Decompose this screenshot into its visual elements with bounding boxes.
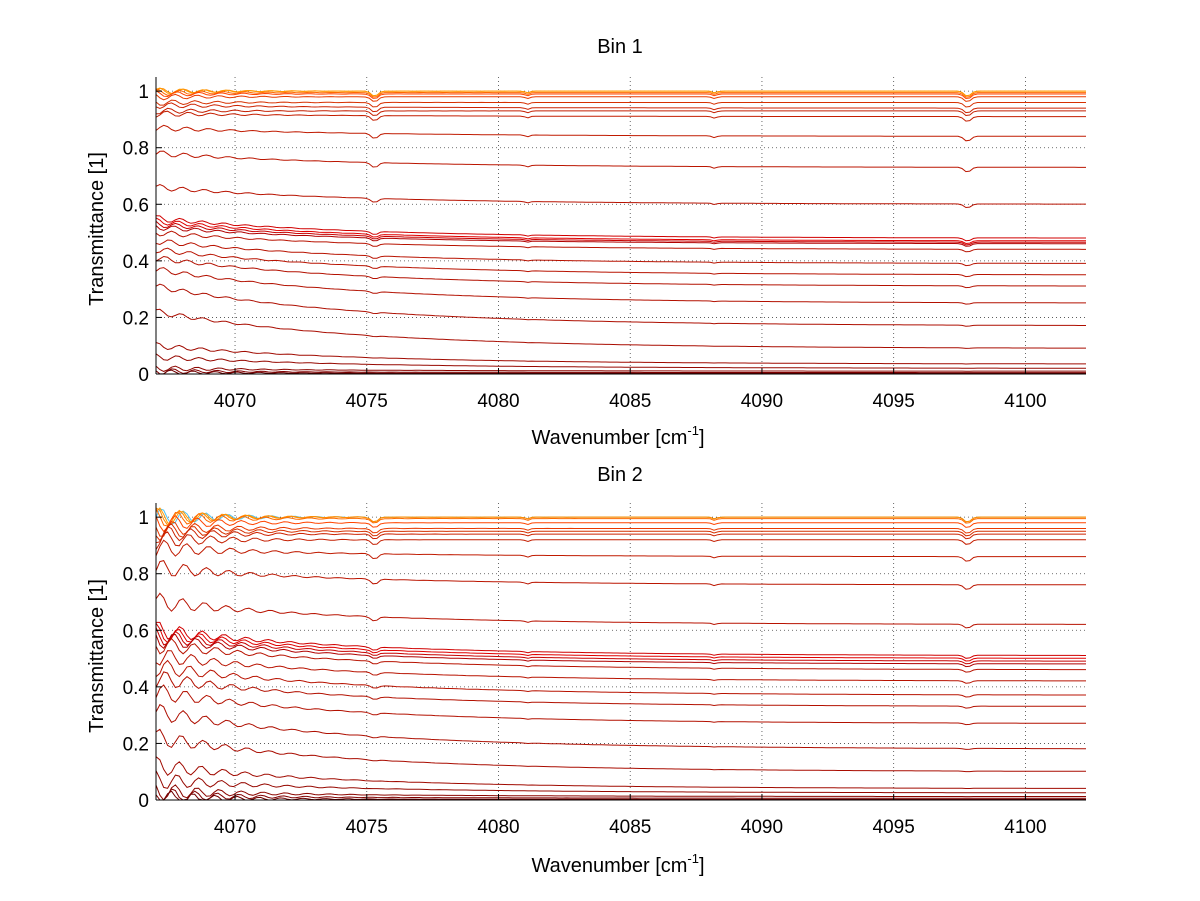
series-line-3 [155, 88, 1086, 98]
chart-bin-2: Bin 2 Transmittance [1] Wavenumber [cm-1… [86, 464, 1086, 877]
x-tick-label: 4070 [214, 391, 256, 412]
series-line-14 [155, 217, 1086, 245]
x-axis-label-main: Wavenumber [cm [531, 427, 687, 449]
y-tick-label: 1 [138, 82, 149, 103]
series-line-10 [155, 124, 1086, 142]
series-line-26 [155, 365, 1086, 372]
x-tick-label: 4095 [873, 817, 915, 838]
y-axis-label: Transmittance [1] [86, 579, 108, 733]
x-axis-label-sup: -1 [687, 851, 699, 866]
series-line-15 [155, 220, 1086, 246]
series-line-7 [155, 523, 1086, 542]
series-line-14 [155, 622, 1086, 662]
series-line-25 [155, 770, 1086, 794]
x-tick-label: 4090 [741, 817, 783, 838]
series-line-4 [155, 508, 1086, 527]
series-line-11 [155, 560, 1086, 590]
series-line-28 [156, 369, 1086, 375]
x-axis-label-end: ] [699, 855, 705, 877]
y-tick-label: 1 [138, 508, 149, 529]
series-line-23 [155, 308, 1086, 349]
series-line-12 [155, 592, 1086, 629]
series-line-27 [155, 788, 1086, 801]
y-tick-label: 0.2 [123, 734, 149, 755]
y-tick-label: 0 [138, 365, 149, 386]
x-tick-label: 4080 [477, 817, 519, 838]
series-line-25 [155, 353, 1086, 369]
x-axis-label-sup: -1 [687, 423, 699, 438]
y-tick-label: 0.8 [123, 565, 149, 586]
series-line-7 [155, 102, 1086, 114]
series-line-18 [155, 239, 1086, 267]
series-line-16 [155, 633, 1086, 668]
series-line-23 [155, 728, 1086, 773]
series-line-4 [155, 90, 1086, 100]
chart-title: Bin 1 [597, 36, 643, 58]
series-line-8 [155, 107, 1086, 117]
x-tick-label: 4100 [1004, 817, 1046, 838]
x-tick-label: 4075 [346, 817, 388, 838]
chart-bin-1: Bin 1 Transmittance [1] Wavenumber [cm-1… [86, 36, 1086, 449]
x-tick-label: 4070 [214, 817, 256, 838]
series-line-20 [155, 255, 1086, 289]
x-tick-label: 4100 [1004, 391, 1046, 412]
x-tick-label: 4095 [873, 391, 915, 412]
series-line-16 [155, 225, 1086, 247]
series-line-22 [155, 283, 1086, 327]
series-line-28 [156, 790, 1086, 801]
series-line-27 [155, 368, 1086, 375]
x-tick-label: 4085 [609, 817, 651, 838]
plot-area [156, 503, 1086, 800]
y-axis-label: Transmittance [1] [86, 152, 108, 306]
series-line-24 [155, 756, 1086, 789]
series-line-22 [155, 703, 1086, 750]
series-line-6 [155, 99, 1086, 108]
y-tick-label: 0.8 [123, 139, 149, 160]
y-tick-label: 0.6 [123, 195, 149, 216]
series-line-6 [155, 520, 1086, 537]
series-line-10 [155, 539, 1086, 562]
x-axis-label: Wavenumber [cm-1] [531, 423, 704, 449]
series-line-13 [155, 215, 1086, 242]
x-tick-label: 4085 [609, 391, 651, 412]
series-line-2 [155, 87, 1086, 97]
x-tick-label: 4080 [477, 391, 519, 412]
series-line-9 [155, 531, 1086, 550]
y-tick-label: 0.4 [123, 252, 150, 273]
y-tick-label: 0 [138, 791, 149, 812]
series-line-26 [155, 784, 1086, 801]
x-axis-label-main: Wavenumber [cm [531, 855, 687, 877]
series-line-21 [155, 267, 1086, 305]
series-line-17 [155, 230, 1086, 253]
series-line-5 [155, 93, 1086, 102]
series-line-11 [155, 150, 1086, 173]
series-line-15 [155, 627, 1086, 665]
y-tick-label: 0.6 [123, 621, 149, 642]
series-line-13 [156, 621, 1086, 659]
series-line-21 [155, 684, 1086, 726]
series-line-19 [155, 247, 1086, 278]
series-line-3 [155, 507, 1086, 526]
series-line-12 [155, 183, 1086, 209]
series-line-24 [155, 342, 1086, 365]
series-line-18 [155, 650, 1086, 684]
x-tick-label: 4075 [346, 391, 388, 412]
y-tick-label: 0.4 [123, 678, 150, 699]
series-line-5 [155, 514, 1086, 533]
chart-title: Bin 2 [597, 464, 643, 486]
x-axis-label: Wavenumber [cm-1] [531, 851, 704, 877]
series-line-8 [155, 525, 1086, 544]
series-line-17 [155, 637, 1086, 673]
x-axis-label-end: ] [699, 427, 705, 449]
series-line-19 [155, 659, 1086, 698]
series-line-20 [155, 671, 1086, 709]
x-tick-label: 4090 [741, 391, 783, 412]
y-tick-label: 0.2 [123, 308, 149, 329]
series-line-9 [155, 110, 1086, 122]
